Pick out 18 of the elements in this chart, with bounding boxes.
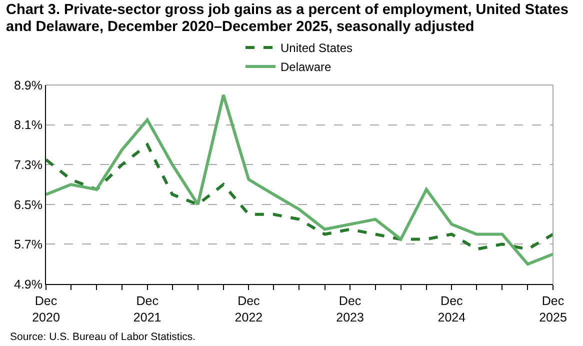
y-tick-label: 4.9% (14, 277, 42, 292)
line-series (46, 93, 553, 266)
y-tick-label: 7.3% (14, 158, 42, 172)
x-tick-label: Dec 2025 (539, 294, 567, 324)
y-tick-label: 8.1% (14, 118, 42, 132)
legend-label: Delaware (280, 60, 332, 74)
line-series (46, 143, 553, 251)
x-tick-label: Dec 2020 (32, 294, 60, 324)
x-tick-label: Dec 2022 (234, 294, 263, 324)
y-tick-label: 8.9% (14, 78, 42, 92)
x-tick-label: Dec 2023 (336, 294, 364, 324)
x-tick-label: Dec 2021 (133, 294, 162, 324)
legend-label: United States (280, 41, 353, 56)
x-tick-label: Dec 2024 (438, 294, 466, 324)
chart-title: Chart 3. Private-sector gross job gains as a percent of employment, United States and Delaware, December 2020–December 2025, seasonally adjusted (6, 2, 570, 36)
y-tick-label: 5.7% (14, 238, 42, 252)
y-tick-label: 6.5% (14, 198, 42, 212)
source-note: Source: U.S. Bureau of Labor Statistics. (10, 331, 196, 343)
